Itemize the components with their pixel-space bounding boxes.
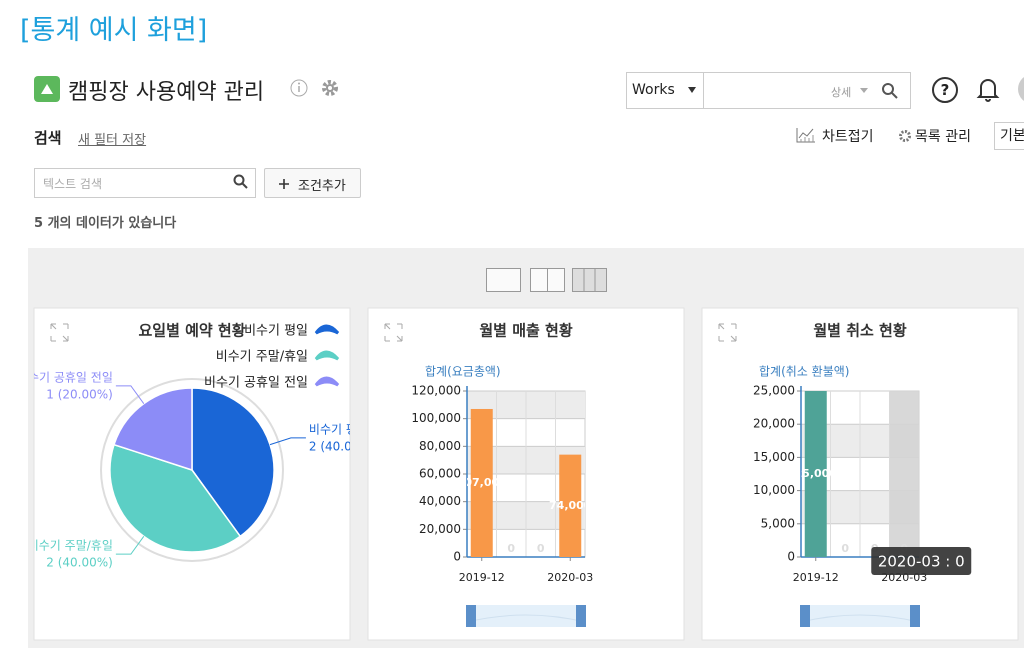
range-slider: [467, 605, 585, 627]
range-handle[interactable]: [576, 605, 586, 627]
range-slider: [801, 605, 919, 627]
value-label: 0: [841, 542, 849, 555]
y-axis-label: 합계(취소 환불액): [759, 365, 849, 379]
settings-icon[interactable]: [319, 77, 341, 99]
bell-icon[interactable]: [976, 76, 1000, 102]
dropdown-arrow: [688, 87, 696, 93]
y-tick-label: 20,000: [419, 522, 461, 536]
y-tick-label: 120,000: [411, 384, 461, 398]
y-tick-label: 60,000: [419, 467, 461, 481]
x-tick-label: 2019-12: [459, 571, 505, 584]
range-handle[interactable]: [800, 605, 810, 627]
help-icon[interactable]: ?: [932, 77, 958, 103]
dropdown-arrow: [860, 88, 868, 93]
y-axis-label: 합계(요금총액): [425, 365, 501, 379]
slice-label: 비수기 공휴일 전일: [17, 370, 113, 384]
logo-glyph: [41, 84, 53, 94]
slice-value-label: 2 (40.00%): [309, 439, 376, 453]
legend-label: 비수기 공휴일 전일: [204, 376, 308, 391]
x-tick-label: 2019-12: [793, 571, 839, 584]
collapse-charts[interactable]: 차트접기: [822, 129, 874, 145]
legend-swatch: [314, 350, 340, 361]
bar: [559, 454, 582, 557]
pie-slice: [191, 387, 275, 538]
value-label: 25,000: [795, 467, 838, 480]
manage-list[interactable]: 목록 관리: [915, 129, 971, 145]
chart-title: 요일별 예약 현황: [138, 322, 245, 340]
layout-switcher[interactable]: [486, 268, 608, 294]
save-filter-link[interactable]: 새 필터 저장: [78, 133, 147, 148]
y-tick-label: 0: [453, 550, 461, 564]
value-label: 0: [537, 542, 545, 555]
range-handle[interactable]: [466, 605, 476, 627]
leader-line: [115, 536, 145, 555]
y-tick-label: 10,000: [753, 483, 795, 497]
search-icon[interactable]: [881, 82, 899, 100]
search-box: Works 상세: [626, 72, 911, 109]
plus-icon: [279, 179, 289, 189]
slice-label: 비수기 평일: [309, 422, 368, 436]
y-tick-label: 40,000: [419, 494, 461, 508]
avatar[interactable]: [1018, 74, 1024, 104]
value-label: 74,000: [549, 499, 592, 512]
slice-label: 비수기 주말/휴일: [28, 539, 113, 553]
page-title: 캠핑장 사용예약 관리: [68, 80, 265, 105]
chart-title: 월별 매출 현황: [479, 322, 572, 340]
view-select[interactable]: 기본: [994, 122, 1024, 150]
legend-label: 비수기 주말/휴일: [216, 350, 308, 365]
hover-column: [889, 391, 919, 557]
range-handle[interactable]: [910, 605, 920, 627]
divider: [703, 73, 704, 108]
search-detail[interactable]: 상세: [831, 86, 852, 99]
leader-line: [269, 437, 306, 446]
value-label: 107,000: [457, 476, 507, 489]
y-tick-label: 5,000: [761, 516, 795, 530]
chart-icon: [796, 128, 815, 143]
chart-title: 월별 취소 현황: [813, 322, 906, 340]
y-tick-label: 15,000: [753, 450, 795, 464]
x-tick-label: 2020-03: [547, 571, 593, 584]
legend-swatch: [314, 324, 340, 335]
gear-icon: [899, 130, 911, 142]
add-condition-text: 조건추가: [298, 179, 346, 194]
search-label: 검색: [34, 129, 62, 147]
bar: [804, 391, 827, 557]
value-label: 0: [507, 542, 515, 555]
pie-slice: [109, 443, 242, 553]
leader-line: [115, 385, 145, 404]
bar: [470, 408, 493, 557]
y-tick-label: 100,000: [411, 411, 461, 425]
app-logo: [34, 76, 60, 102]
tooltip-box: [871, 547, 972, 575]
text-search-input[interactable]: 텍스트 검색: [34, 168, 256, 198]
add-condition-button[interactable]: 조건추가: [264, 168, 361, 198]
info-icon[interactable]: [289, 78, 309, 98]
y-tick-label: 25,000: [753, 384, 795, 398]
range-slider-wave: [466, 614, 586, 623]
range-slider-wave: [800, 614, 920, 623]
placeholder: 텍스트 검색: [43, 177, 103, 191]
expand-icon[interactable]: [50, 323, 69, 342]
result-count: 5 개의 데이터가 있습니다: [34, 216, 177, 231]
card-content: 월별 취소 현황 0 5,000 10,000 15,000 20,000 25,000 합계…: [718, 322, 972, 627]
tooltip-text: 2020-03 : 0: [878, 553, 965, 571]
legend-swatch: [314, 376, 340, 387]
search-icon: [233, 174, 248, 189]
expand-icon[interactable]: [384, 323, 403, 342]
y-tick-label: 20,000: [753, 417, 795, 431]
y-tick-label: 0: [787, 550, 795, 564]
slice-value-label: 2 (40.00%): [46, 556, 113, 570]
heading: [통계 예시 화면]: [20, 15, 208, 46]
slice-value-label: 1 (20.00%): [46, 387, 113, 401]
card-content: 월별 매출 현황 0 20,000 40,000 60,000 80,000 100,000…: [384, 322, 593, 627]
y-tick-label: 80,000: [419, 439, 461, 453]
search-scope[interactable]: Works: [632, 82, 675, 98]
legend-label: 비수기 평일: [244, 324, 308, 339]
expand-icon[interactable]: [718, 323, 737, 342]
